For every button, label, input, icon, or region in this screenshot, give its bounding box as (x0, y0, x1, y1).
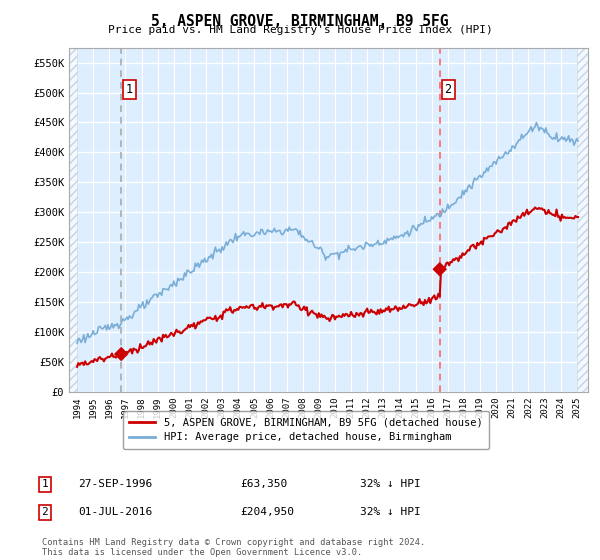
Text: 32% ↓ HPI: 32% ↓ HPI (360, 507, 421, 517)
Bar (69, 48, 77, 392)
Point (116, 349, 126, 358)
Text: 2: 2 (445, 83, 452, 96)
Text: 1: 1 (126, 83, 133, 96)
Bar (577, 48, 588, 392)
Text: Price paid vs. HM Land Registry's House Price Index (HPI): Price paid vs. HM Land Registry's House … (107, 25, 493, 35)
Text: 5, ASPEN GROVE, BIRMINGHAM, B9 5FG: 5, ASPEN GROVE, BIRMINGHAM, B9 5FG (151, 14, 449, 29)
Text: Contains HM Land Registry data © Crown copyright and database right 2024.
This d: Contains HM Land Registry data © Crown c… (42, 538, 425, 557)
Text: 32% ↓ HPI: 32% ↓ HPI (360, 479, 421, 489)
Legend: 5, ASPEN GROVE, BIRMINGHAM, B9 5FG (detached house), HPI: Average price, detache: 5, ASPEN GROVE, BIRMINGHAM, B9 5FG (deta… (123, 411, 489, 449)
Text: £204,950: £204,950 (240, 507, 294, 517)
Text: 2: 2 (41, 507, 49, 517)
Text: 1: 1 (41, 479, 49, 489)
Text: £63,350: £63,350 (240, 479, 287, 489)
Text: 01-JUL-2016: 01-JUL-2016 (78, 507, 152, 517)
Text: 27-SEP-1996: 27-SEP-1996 (78, 479, 152, 489)
Point (435, 265, 445, 274)
